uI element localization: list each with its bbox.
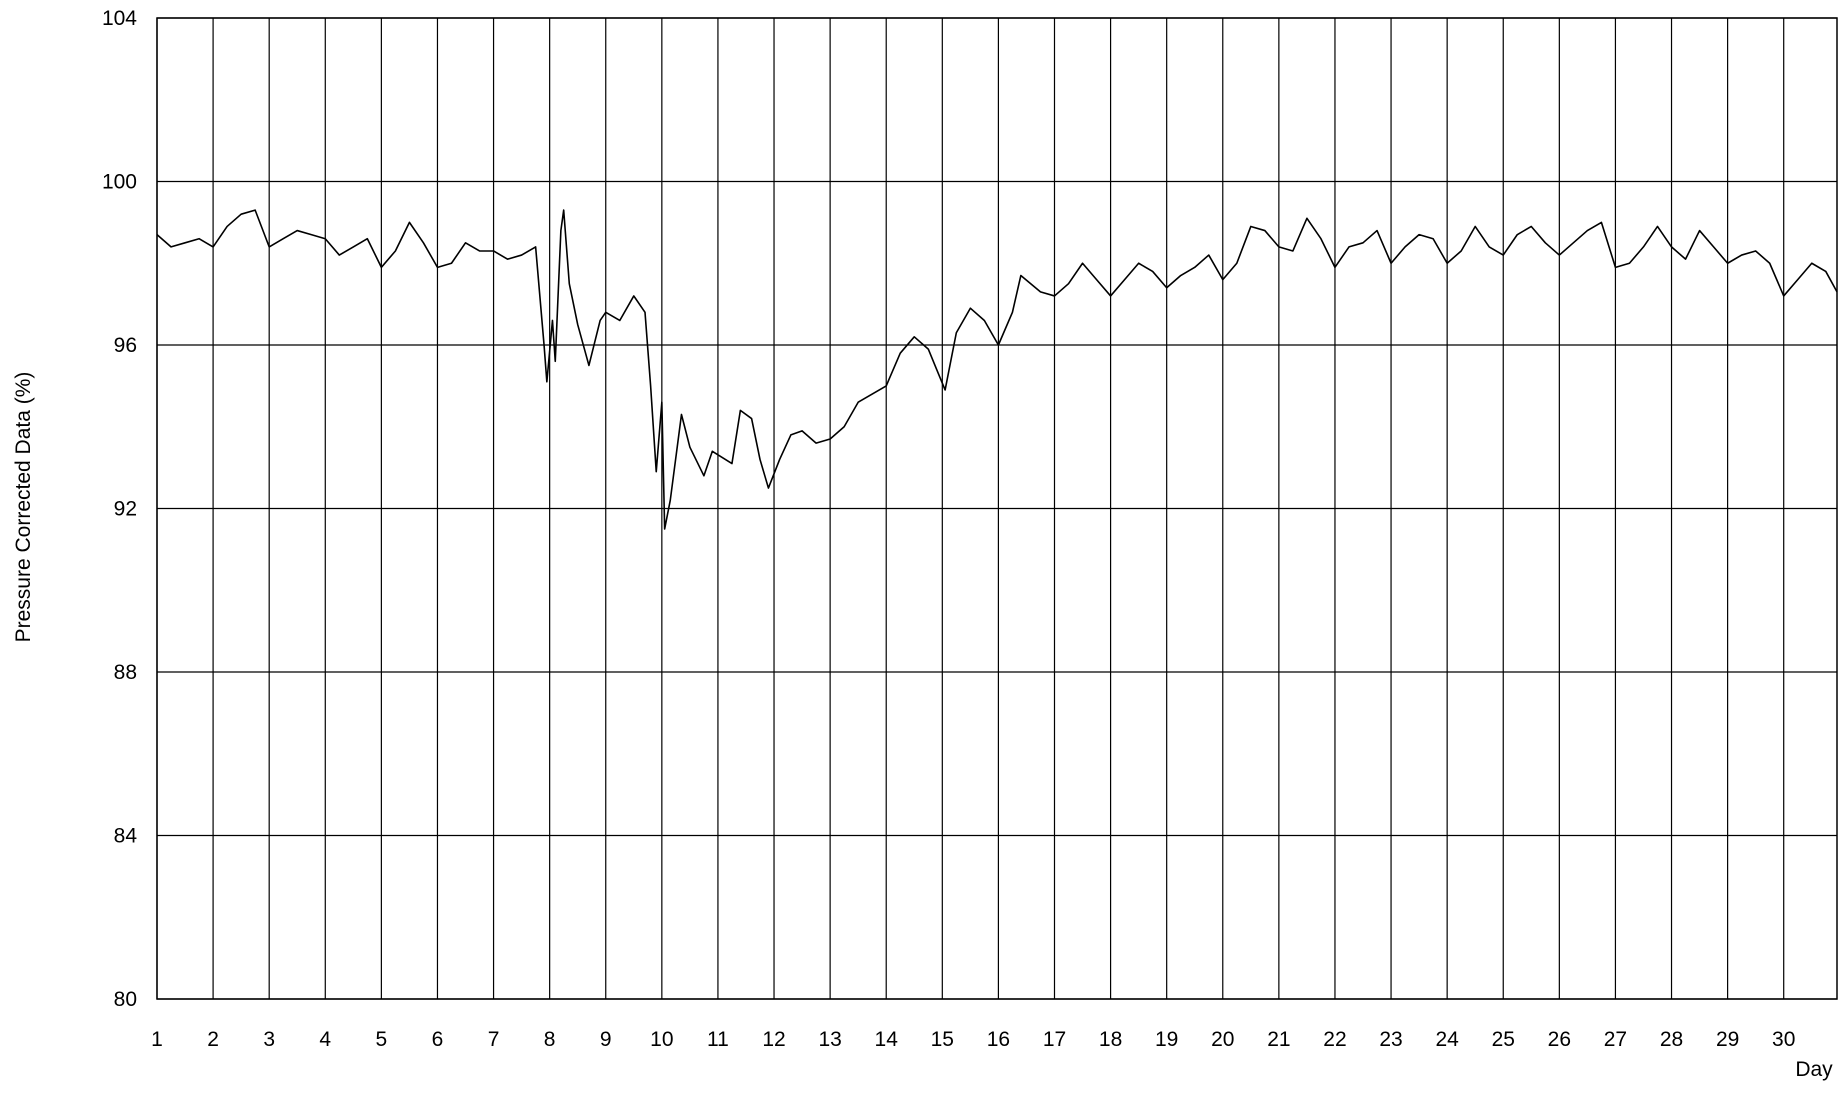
data-line — [156, 209, 1838, 530]
plot-frame — [156, 17, 1838, 1000]
x-tick-label: 20 — [1211, 1028, 1234, 1051]
x-tick-label: 6 — [432, 1028, 444, 1051]
x-tick-label: 16 — [987, 1028, 1010, 1051]
x-tick-label: 21 — [1267, 1028, 1290, 1051]
x-axis-label: Day — [1795, 1058, 1833, 1081]
x-tick-label: 8 — [544, 1028, 556, 1051]
x-tick-label: 12 — [762, 1028, 785, 1051]
x-tick-label: 30 — [1772, 1028, 1795, 1051]
x-tick-label: 19 — [1155, 1028, 1178, 1051]
x-tick-label: 18 — [1099, 1028, 1122, 1051]
y-tick-label: 88 — [114, 661, 137, 684]
x-tick-label: 17 — [1043, 1028, 1066, 1051]
y-tick-label: 96 — [114, 334, 137, 357]
x-tick-label: 29 — [1716, 1028, 1739, 1051]
y-tick-label: 80 — [114, 988, 137, 1011]
x-tick-label: 22 — [1323, 1028, 1346, 1051]
x-tick-label: 4 — [319, 1028, 331, 1051]
x-tick-label: 9 — [600, 1028, 612, 1051]
x-tick-label: 7 — [488, 1028, 500, 1051]
x-tick-label: 11 — [707, 1028, 729, 1051]
x-tick-label: 5 — [376, 1028, 388, 1051]
x-tick-label: 1 — [151, 1028, 163, 1051]
x-tick-label: 10 — [650, 1028, 673, 1051]
y-tick-label: 84 — [114, 825, 138, 848]
x-tick-label: 28 — [1660, 1028, 1683, 1051]
x-tick-label: 26 — [1548, 1028, 1571, 1051]
x-tick-label: 25 — [1492, 1028, 1515, 1051]
x-tick-label: 23 — [1379, 1028, 1402, 1051]
x-tick-label: 15 — [931, 1028, 954, 1051]
x-tick-label: 24 — [1435, 1028, 1459, 1051]
y-tick-label: 104 — [102, 7, 137, 30]
x-tick-label: 3 — [263, 1028, 275, 1051]
x-tick-label: 14 — [875, 1028, 899, 1051]
x-tick-label: 13 — [818, 1028, 841, 1051]
y-tick-label: 100 — [102, 171, 137, 194]
y-axis-label: Pressure Corrected Data (%) — [12, 372, 35, 643]
y-tick-label: 92 — [114, 498, 137, 521]
x-tick-label: 27 — [1604, 1028, 1627, 1051]
x-tick-label: 2 — [207, 1028, 219, 1051]
